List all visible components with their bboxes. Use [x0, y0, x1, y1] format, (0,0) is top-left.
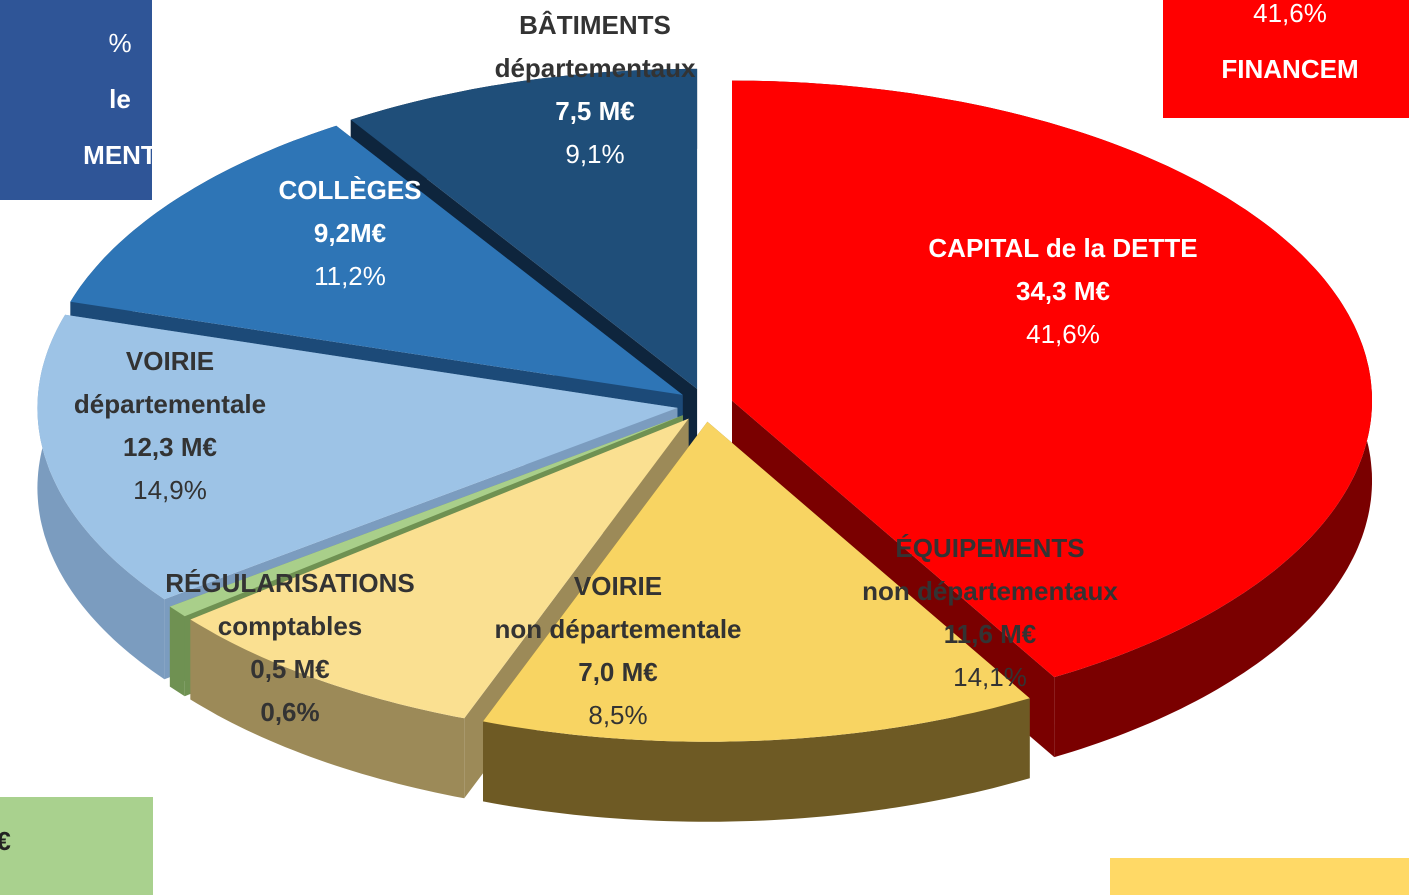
slice-amount: 34,3 M€ [1016, 276, 1110, 306]
slice-label: VOIRIE [574, 571, 662, 601]
annotation-text: 41,6% [1253, 0, 1327, 28]
slice-label: non départementale [494, 614, 741, 644]
slice-side [190, 619, 465, 799]
slice [483, 421, 1030, 742]
slice [732, 80, 1372, 678]
slice [169, 415, 683, 617]
slice-label: RÉGULARISATIONS [165, 568, 414, 598]
slice-label: BÂTIMENTS [519, 10, 671, 40]
annotation-box [0, 0, 152, 200]
cropped-box [1110, 858, 1409, 895]
slice-percent: 9,1% [565, 139, 624, 169]
annotation-box [1163, 0, 1409, 118]
annotation-text: FINANCEM [1221, 54, 1358, 84]
slice-side [483, 698, 1030, 822]
slice-label: départementaux [495, 53, 696, 83]
slice-percent: 0,6% [260, 697, 319, 727]
slice [350, 68, 698, 389]
annotation-text: MENT [83, 140, 157, 170]
slice-label: comptables [218, 611, 363, 641]
slice [70, 125, 683, 395]
slice-amount: 9,2M€ [314, 218, 386, 248]
annotation-text: % [108, 28, 131, 58]
slice-label: CAPITAL de la DETTE [928, 233, 1197, 263]
slice-percent: 8,5% [588, 700, 647, 730]
slice [37, 314, 678, 600]
slice-side [37, 314, 165, 680]
slice-percent: 14,1% [953, 662, 1027, 692]
slice-label: non départementaux [862, 576, 1118, 606]
slice-amount: 0,5 M€ [250, 654, 330, 684]
slice-label: départementale [74, 389, 266, 419]
slice-amount: 7,0 M€ [578, 657, 658, 687]
annotation-text: I€ [0, 826, 11, 856]
slice-label: ÉQUIPEMENTS [895, 533, 1084, 563]
slice-percent: 41,6% [1026, 319, 1100, 349]
slice-percent: 14,9% [133, 475, 207, 505]
slice-side [169, 606, 185, 697]
annotation-text: le [109, 84, 131, 114]
annotation-box [0, 797, 153, 895]
slice-label: COLLÈGES [278, 175, 421, 205]
slice-amount: 7,5 M€ [555, 96, 635, 126]
slice-label: VOIRIE [126, 346, 214, 376]
slice [190, 418, 689, 719]
slice-percent: 11,2% [314, 261, 386, 291]
slice-amount: 12,3 M€ [123, 432, 217, 462]
slice-amount: 11,6 M€ [944, 619, 1037, 649]
